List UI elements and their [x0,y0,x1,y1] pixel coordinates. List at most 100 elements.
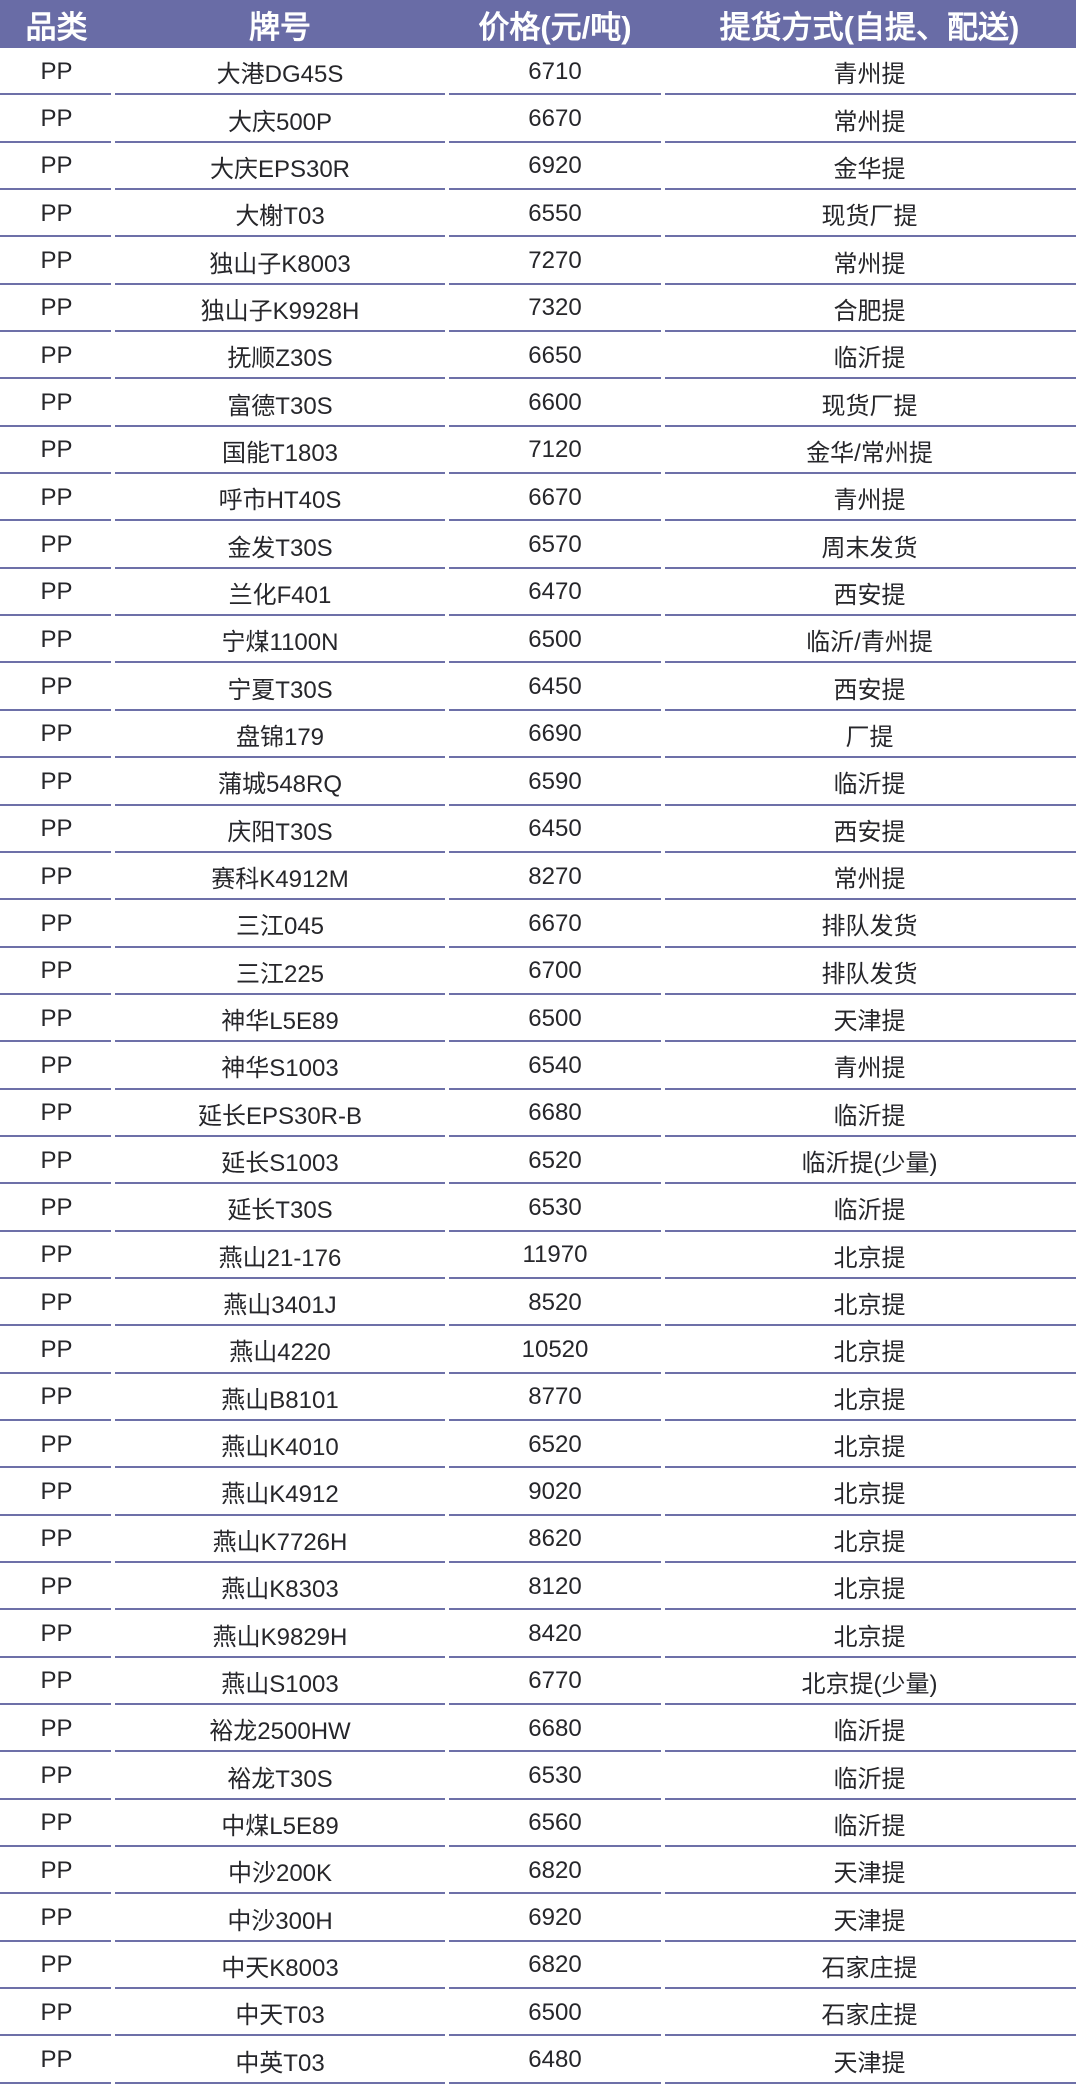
cell-price: 6920 [447,143,663,191]
cell-brand: 燕山K9829H [113,1610,447,1658]
cell-brand: 兰化F401 [113,569,447,617]
table-row: PP 燕山B8101 8770 北京提 [0,1374,1076,1421]
cell-category: PP [0,1421,113,1469]
cell-price: 6560 [447,1800,663,1848]
cell-delivery: 临沂提 [663,1752,1076,1800]
cell-brand: 宁煤1100N [113,616,447,664]
cell-price: 6500 [447,616,663,664]
cell-price: 10520 [447,1326,663,1374]
cell-category: PP [0,1326,113,1374]
table-row: PP 燕山3401J 8520 北京提 [0,1279,1076,1327]
cell-brand: 大榭T03 [113,190,447,238]
cell-price: 11970 [447,1232,663,1279]
cell-price: 6530 [447,1752,663,1800]
cell-price: 6680 [447,1090,663,1137]
cell-category: PP [0,569,113,617]
cell-price: 6550 [447,190,663,238]
cell-brand: 大庆500P [113,95,447,143]
cell-price: 6520 [447,1137,663,1185]
table-row: PP 裕龙T30S 6530 临沂提 [0,1752,1076,1800]
cell-brand: 中天T03 [113,1989,447,2037]
cell-brand: 呼市HT40S [113,474,447,522]
table-row: PP 兰化F401 6470 西安提 [0,569,1076,617]
cell-brand: 大庆EPS30R [113,143,447,191]
table-row: PP 中沙300H 6920 天津提 [0,1894,1076,1942]
cell-brand: 燕山21-176 [113,1232,447,1279]
table-row: PP 中英T03 6480 天津提 [0,2036,1076,2084]
cell-brand: 富德T30S [113,379,447,427]
cell-delivery: 常州提 [663,95,1076,143]
table-row: PP 独山子K8003 7270 常州提 [0,237,1076,285]
table-row: PP 延长EPS30R-B 6680 临沂提 [0,1090,1076,1137]
cell-delivery: 北京提 [663,1563,1076,1611]
table-row: PP 延长T30S 6530 临沂提 [0,1184,1076,1232]
cell-brand: 宁夏T30S [113,663,447,711]
cell-category: PP [0,853,113,901]
cell-brand: 中英T03 [113,2036,447,2084]
cell-delivery: 排队发货 [663,948,1076,995]
table-row: PP 燕山K4010 6520 北京提 [0,1421,1076,1469]
cell-category: PP [0,900,113,948]
table-row: PP 三江045 6670 排队发货 [0,900,1076,948]
cell-category: PP [0,48,113,96]
cell-category: PP [0,758,113,806]
cell-category: PP [0,379,113,427]
cell-price: 6670 [447,95,663,143]
cell-price: 8620 [447,1516,663,1563]
cell-delivery: 临沂/青州提 [663,616,1076,664]
table-header: 品类 牌号 价格(元/吨) 提货方式(自提、配送) [0,0,1076,48]
table-row: PP 大庆EPS30R 6920 金华提 [0,143,1076,191]
table-row: PP 大榭T03 6550 现货厂提 [0,190,1076,238]
cell-price: 6450 [447,663,663,711]
cell-price: 6500 [447,995,663,1043]
column-header-delivery: 提货方式(自提、配送) [663,0,1076,48]
cell-category: PP [0,237,113,285]
cell-brand: 中煤L5E89 [113,1800,447,1848]
cell-category: PP [0,1942,113,1990]
column-header-category: 品类 [0,0,113,48]
cell-delivery: 合肥提 [663,285,1076,333]
cell-delivery: 临沂提 [663,1090,1076,1137]
cell-delivery: 西安提 [663,569,1076,617]
cell-delivery: 北京提 [663,1374,1076,1421]
cell-delivery: 天津提 [663,1894,1076,1942]
cell-brand: 延长T30S [113,1184,447,1232]
table-row: PP 独山子K9928H 7320 合肥提 [0,285,1076,333]
table-row: PP 中天K8003 6820 石家庄提 [0,1942,1076,1990]
cell-brand: 延长S1003 [113,1137,447,1185]
cell-category: PP [0,2036,113,2084]
column-header-brand: 牌号 [113,0,447,48]
cell-brand: 燕山B8101 [113,1374,447,1421]
cell-delivery: 常州提 [663,237,1076,285]
cell-category: PP [0,143,113,191]
table-row: PP 燕山K4912 9020 北京提 [0,1468,1076,1516]
cell-price: 6520 [447,1421,663,1469]
cell-brand: 裕龙T30S [113,1752,447,1800]
cell-brand: 燕山K7726H [113,1516,447,1563]
cell-price: 6670 [447,900,663,948]
table-row: PP 大港DG45S 6710 青州提 [0,48,1076,96]
cell-delivery: 排队发货 [663,900,1076,948]
cell-delivery: 临沂提 [663,1184,1076,1232]
cell-delivery: 现货厂提 [663,379,1076,427]
cell-category: PP [0,1894,113,1942]
cell-delivery: 北京提(少量) [663,1658,1076,1706]
cell-brand: 独山子K8003 [113,237,447,285]
cell-price: 8120 [447,1563,663,1611]
cell-brand: 燕山S1003 [113,1658,447,1706]
table-row: PP 抚顺Z30S 6650 临沂提 [0,332,1076,380]
cell-category: PP [0,616,113,664]
table-row: PP 神华L5E89 6500 天津提 [0,995,1076,1043]
cell-brand: 盘锦179 [113,711,447,759]
cell-brand: 延长EPS30R-B [113,1090,447,1137]
table-body: PP 大港DG45S 6710 青州提 PP 大庆500P 6670 常州提 P… [0,48,1076,2084]
cell-delivery: 现货厂提 [663,190,1076,238]
table-row: PP 宁夏T30S 6450 西安提 [0,663,1076,711]
cell-delivery: 临沂提 [663,1705,1076,1753]
cell-brand: 燕山3401J [113,1279,447,1327]
cell-price: 6450 [447,806,663,853]
cell-delivery: 北京提 [663,1516,1076,1563]
cell-category: PP [0,1042,113,1090]
cell-delivery: 北京提 [663,1279,1076,1327]
table-row: PP 金发T30S 6570 周末发货 [0,521,1076,569]
